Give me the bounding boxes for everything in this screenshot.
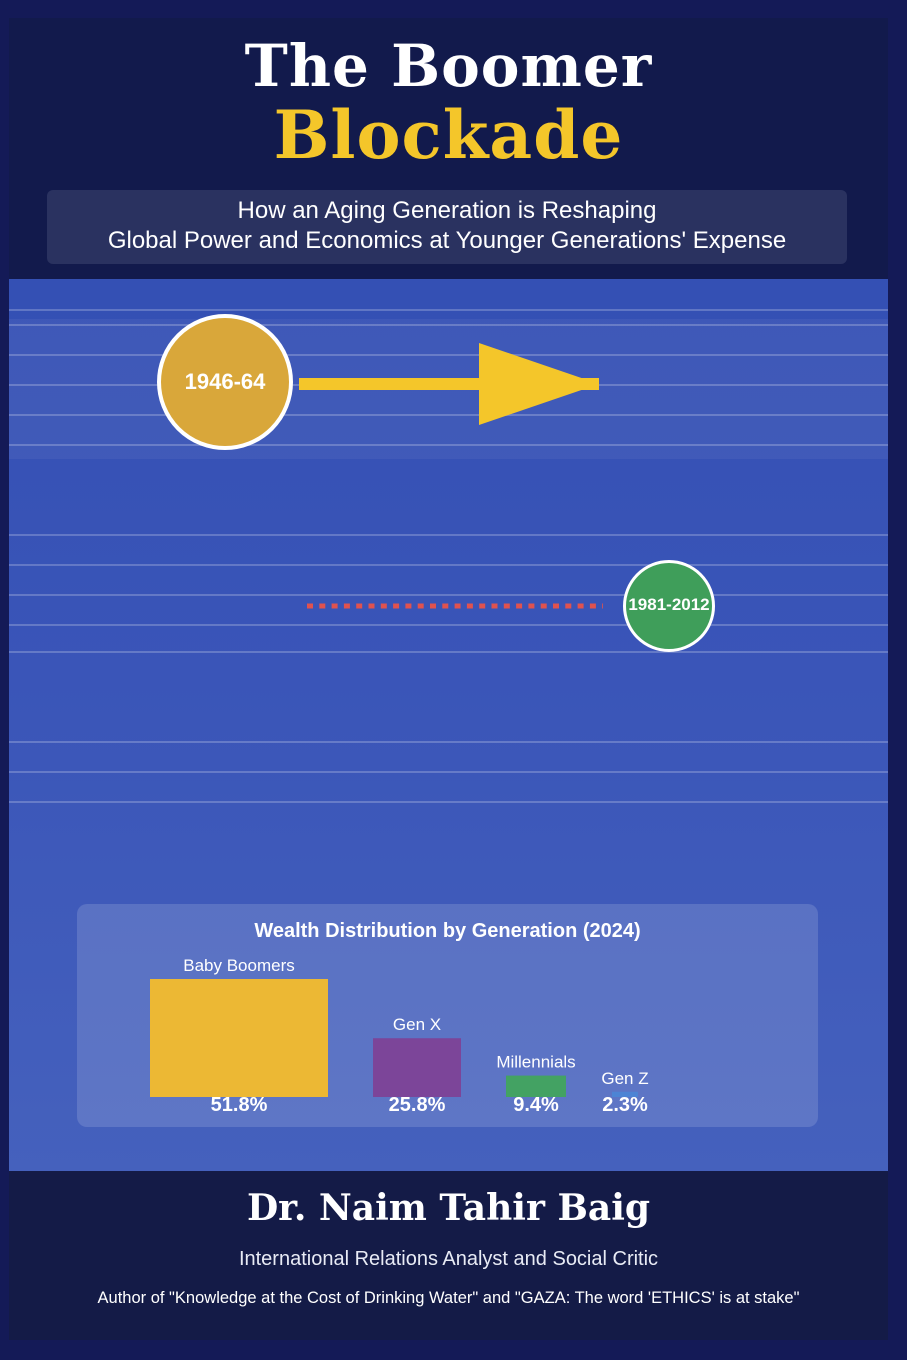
title-line-1: The Boomer	[244, 32, 653, 100]
subtitle-line-1: How an Aging Generation is Reshaping	[237, 197, 657, 224]
stripe	[9, 414, 888, 416]
stripe	[9, 624, 888, 626]
arrow-icon	[299, 343, 599, 425]
dotted-line	[307, 603, 603, 609]
stripe	[9, 771, 888, 773]
illustration-panel: 1946-64 1981-2012 Wealth Distribution by…	[9, 279, 888, 1171]
author-books: Author of "Knowledge at the Cost of Drin…	[97, 1289, 800, 1307]
stripe	[9, 324, 888, 326]
value-label: 9.4%	[513, 1094, 559, 1116]
subtitle-box: How an Aging Generation is Reshaping Glo…	[47, 190, 847, 264]
stripe	[9, 309, 888, 311]
arrow-head	[479, 343, 599, 425]
stripe	[9, 594, 888, 596]
bar-gen-z	[612, 1091, 638, 1097]
boomer-years-circle: 1946-64	[157, 314, 293, 450]
value-label: 25.8%	[389, 1094, 446, 1116]
category-label: Gen Z	[601, 1069, 648, 1088]
stripe	[9, 534, 888, 536]
cover-footer: Dr. Naim Tahir Baig International Relati…	[9, 1171, 888, 1340]
stripe	[9, 651, 888, 653]
stripe	[9, 741, 888, 743]
bar-millennials	[506, 1075, 566, 1097]
author-role: International Relations Analyst and Soci…	[238, 1248, 659, 1270]
bar-gen-x	[373, 1038, 461, 1097]
book-cover: The Boomer Blockade How an Aging Generat…	[9, 18, 888, 1340]
title-line-2: Blockade	[273, 96, 624, 174]
value-label: 2.3%	[602, 1094, 648, 1116]
millennial-years-circle: 1981-2012	[623, 560, 715, 652]
stripe	[9, 564, 888, 566]
category-label: Baby Boomers	[183, 956, 295, 975]
category-label: Gen X	[393, 1015, 441, 1034]
subtitle-line-2: Global Power and Economics at Younger Ge…	[107, 227, 787, 254]
stripe	[9, 444, 888, 446]
category-label: Millennials	[496, 1053, 575, 1072]
bar-baby-boomers	[150, 979, 328, 1097]
stripe	[9, 354, 888, 356]
author-name: Dr. Naim Tahir Baig	[246, 1187, 651, 1229]
cover-header: The Boomer Blockade How an Aging Generat…	[9, 18, 888, 279]
chart-canvas: Baby Boomers 51.8% Gen X 25.8% Millennials 9.…	[150, 956, 649, 1116]
chart-title: Wealth Distribution by Generation (2024)	[254, 920, 641, 942]
value-label: 51.8%	[211, 1094, 268, 1116]
wealth-chart: Wealth Distribution by Generation (2024)…	[77, 904, 818, 1127]
stripe	[9, 801, 888, 803]
